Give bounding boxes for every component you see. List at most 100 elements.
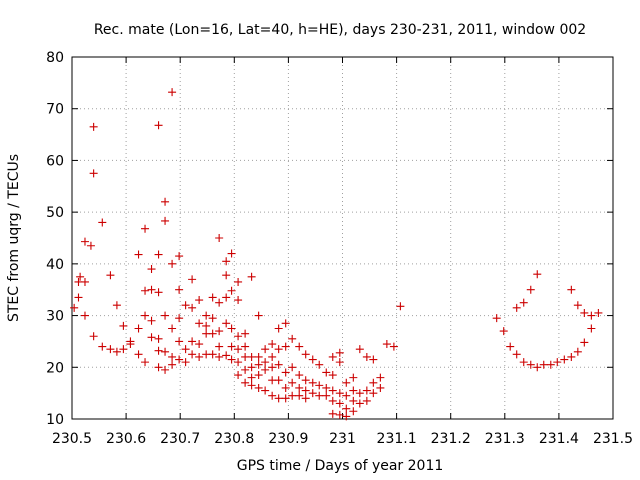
data-point <box>335 348 344 357</box>
data-point <box>315 360 324 369</box>
data-point <box>355 345 364 354</box>
data-point <box>227 249 236 258</box>
data-point <box>195 319 204 328</box>
data-point <box>567 285 576 294</box>
data-point <box>208 293 217 302</box>
data-point <box>560 355 569 364</box>
data-point <box>389 342 398 351</box>
data-point <box>261 345 270 354</box>
x-tick-label: 231.2 <box>431 431 471 447</box>
data-point <box>288 363 297 372</box>
data-point <box>355 399 364 408</box>
data-point <box>215 352 224 361</box>
data-point <box>295 342 304 351</box>
data-point <box>195 340 204 349</box>
data-point <box>342 412 351 421</box>
data-point <box>369 355 378 364</box>
data-point <box>202 321 211 330</box>
data-point <box>208 350 217 359</box>
data-point <box>241 329 250 338</box>
data-point <box>89 169 98 178</box>
data-point <box>175 355 184 364</box>
data-point <box>215 342 224 351</box>
data-point <box>349 386 358 395</box>
data-point <box>268 340 277 349</box>
data-point <box>261 365 270 374</box>
data-point <box>168 352 177 361</box>
y-tick-label: 60 <box>46 153 64 169</box>
data-point <box>274 376 283 385</box>
data-point <box>154 121 163 130</box>
y-tick-label: 30 <box>46 309 64 325</box>
data-point <box>195 296 204 305</box>
data-point <box>268 391 277 400</box>
y-axis-label: STEC from uqrg / TECUs <box>6 154 22 322</box>
data-point <box>80 277 89 286</box>
data-point <box>247 352 256 361</box>
data-point <box>322 368 331 377</box>
data-point <box>301 394 310 403</box>
data-point <box>141 224 150 233</box>
data-point <box>539 360 548 369</box>
data-point <box>80 237 89 246</box>
data-point <box>546 360 555 369</box>
data-point <box>322 383 331 392</box>
data-point <box>335 358 344 367</box>
data-point <box>254 360 263 369</box>
data-point <box>161 216 170 225</box>
x-tick-label: 231.1 <box>377 431 417 447</box>
data-point <box>181 345 190 354</box>
data-point <box>161 347 170 356</box>
data-point <box>342 378 351 387</box>
data-point <box>112 301 121 310</box>
data-point <box>553 358 562 367</box>
data-point <box>274 394 283 403</box>
data-point <box>512 350 521 359</box>
data-point <box>161 365 170 374</box>
data-point <box>526 285 535 294</box>
data-point <box>567 352 576 361</box>
data-points <box>70 88 603 421</box>
data-point <box>281 342 290 351</box>
data-point <box>349 396 358 405</box>
data-point <box>222 257 231 266</box>
data-point <box>382 340 391 349</box>
data-point <box>376 373 385 382</box>
x-tick-label: 230.5 <box>52 431 92 447</box>
y-tick-label: 50 <box>46 205 64 221</box>
data-point <box>215 298 224 307</box>
data-point <box>281 383 290 392</box>
data-point <box>215 327 224 336</box>
data-point <box>98 342 107 351</box>
data-point <box>76 272 85 281</box>
data-point <box>98 218 107 227</box>
x-axis: 230.5 230.6 230.7 230.8 230.9 231 231.1 231.2 23… <box>52 57 633 447</box>
data-point <box>295 383 304 392</box>
data-point <box>362 396 371 405</box>
data-point <box>349 373 358 382</box>
data-point <box>301 386 310 395</box>
data-point <box>202 311 211 320</box>
data-point <box>134 324 143 333</box>
data-point <box>247 363 256 372</box>
data-point <box>195 352 204 361</box>
data-point <box>234 371 243 380</box>
data-point <box>328 352 337 361</box>
data-point <box>526 360 535 369</box>
data-point <box>328 386 337 395</box>
data-point <box>154 334 163 343</box>
data-point <box>580 308 589 317</box>
data-point <box>281 319 290 328</box>
data-point <box>254 352 263 361</box>
data-point <box>134 250 143 259</box>
data-point <box>308 378 317 387</box>
data-point <box>519 358 528 367</box>
data-point <box>154 288 163 297</box>
data-point <box>227 342 236 351</box>
x-tick-label: 230.8 <box>214 431 254 447</box>
data-point <box>119 321 128 330</box>
data-point <box>168 324 177 333</box>
data-point <box>175 285 184 294</box>
data-point <box>396 302 405 311</box>
data-point <box>241 365 250 374</box>
